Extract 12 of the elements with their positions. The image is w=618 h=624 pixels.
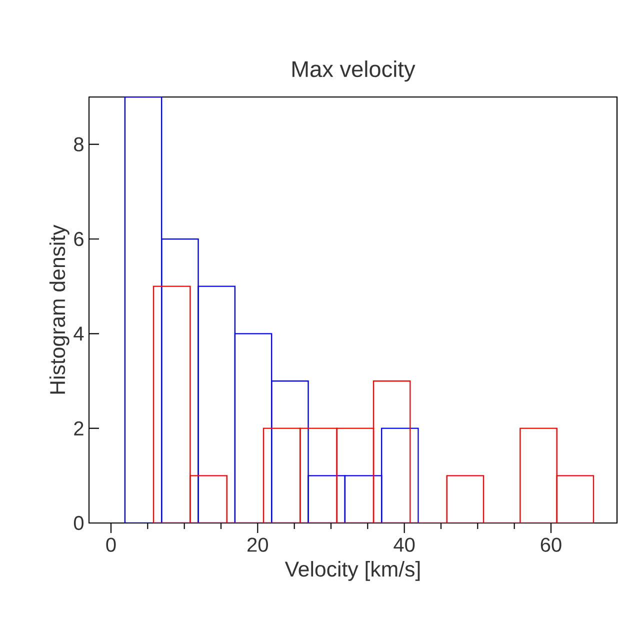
x-axis-title: Velocity [km/s] (284, 561, 420, 581)
y-tick-label: 4 (74, 326, 84, 341)
x-tick-label: 0 (106, 538, 116, 552)
chart-title: Max velocity (292, 60, 416, 82)
y-tick-label: 2 (74, 421, 84, 436)
x-tick-label: 40 (394, 538, 415, 552)
y-tick-label: 8 (74, 137, 84, 152)
x-tick-label: 20 (248, 538, 268, 552)
y-tick-label: 6 (74, 232, 84, 246)
x-tick-label: 60 (540, 538, 562, 552)
y-tick-label: 0 (74, 516, 84, 530)
y-axis-title: Histogram density (49, 224, 70, 394)
